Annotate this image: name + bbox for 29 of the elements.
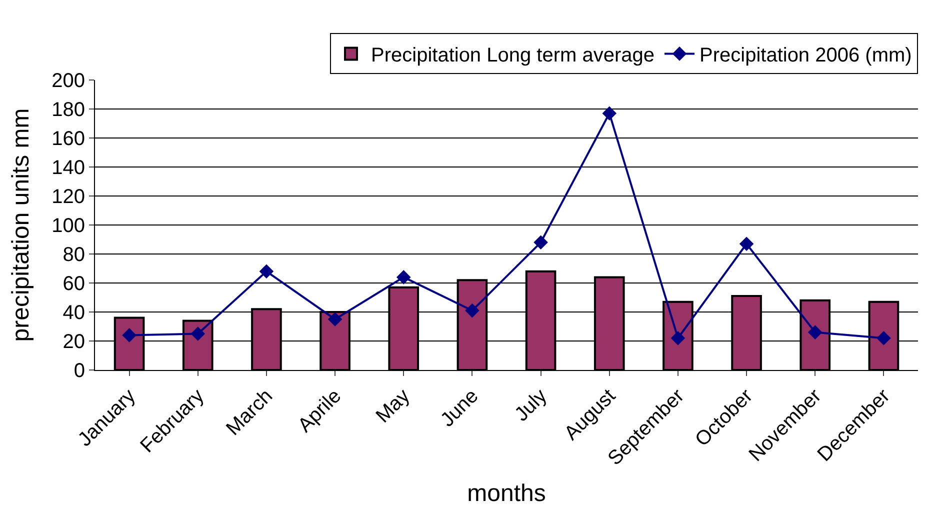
point (808, 325, 822, 340)
legend-label: Precipitation 2006 (mm) (700, 44, 912, 66)
point (670, 330, 686, 346)
point (259, 264, 274, 279)
x-tick-label: July (510, 385, 552, 426)
y-tick-label: 0 (74, 360, 85, 382)
x-axis-title: months (467, 480, 546, 508)
y-tick-label: 60 (62, 273, 85, 295)
y-tick-label: 120 (52, 186, 85, 208)
y-tick-label: 20 (62, 331, 85, 353)
point (122, 328, 136, 342)
point (739, 236, 754, 251)
point (602, 106, 617, 120)
point (328, 312, 342, 326)
y-tick-label: 80 (62, 244, 85, 266)
point (465, 303, 480, 318)
point (876, 330, 891, 346)
point (190, 326, 206, 341)
point (396, 270, 411, 284)
y-tick-label: 140 (52, 157, 85, 179)
y-tick-label: 160 (52, 128, 85, 150)
y-tick-label: 40 (62, 302, 85, 324)
x-tick-label: May (372, 385, 414, 428)
y-tick-label: 200 (52, 70, 85, 92)
point (534, 235, 548, 250)
y-tick-label: 180 (52, 99, 85, 121)
y-axis-title: precipitation units mm (8, 108, 35, 342)
y-tick-label: 100 (52, 215, 85, 237)
legend-label: Precipitation Long term average (371, 44, 654, 66)
